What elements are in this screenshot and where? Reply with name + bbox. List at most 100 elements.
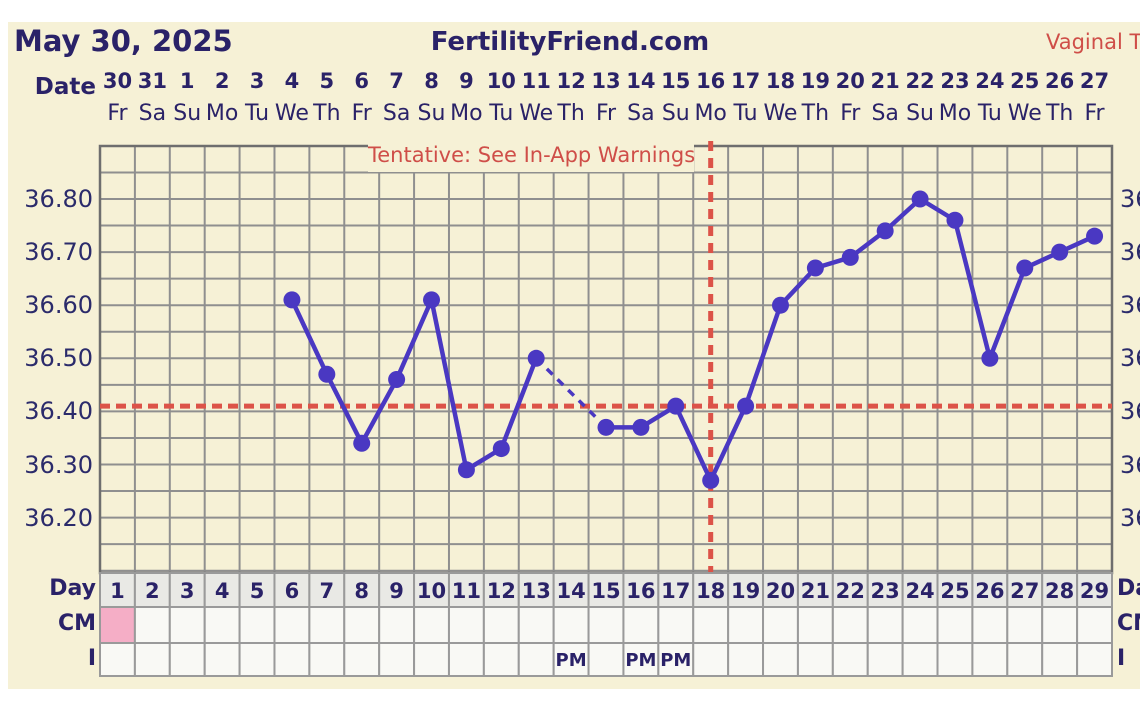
- cm-cell-day-9[interactable]: [378, 606, 416, 644]
- day-cell-day-18[interactable]: [692, 572, 730, 608]
- cm-cell-day-1[interactable]: [99, 606, 136, 644]
- day-cell-day-21[interactable]: [796, 572, 834, 608]
- cm-cell-day-19[interactable]: [727, 606, 765, 644]
- day-cell-day-11[interactable]: [447, 572, 485, 608]
- i-cell-day-14[interactable]: [552, 642, 590, 677]
- i-cell-day-29[interactable]: [1076, 642, 1113, 677]
- temp-dot-day-27[interactable]: [1016, 259, 1034, 277]
- cm-cell-day-13[interactable]: [517, 606, 555, 644]
- i-cell-day-26[interactable]: [971, 642, 1009, 677]
- temp-dot-day-10[interactable]: [423, 291, 441, 309]
- cm-cell-day-24[interactable]: [901, 606, 939, 644]
- temp-dot-day-12[interactable]: [492, 440, 510, 458]
- temp-dot-day-13[interactable]: [527, 349, 545, 367]
- cm-cell-day-11[interactable]: [447, 606, 485, 644]
- i-cell-day-25[interactable]: [936, 642, 974, 677]
- cm-cell-day-7[interactable]: [308, 606, 346, 644]
- temp-dot-day-16[interactable]: [632, 418, 650, 436]
- temp-dot-day-18[interactable]: [702, 471, 720, 489]
- cm-cell-day-29[interactable]: [1076, 606, 1113, 644]
- cm-cell-day-5[interactable]: [238, 606, 276, 644]
- i-cell-day-15[interactable]: [587, 642, 625, 677]
- i-cell-day-9[interactable]: [378, 642, 416, 677]
- day-cell-day-24[interactable]: [901, 572, 939, 608]
- site-title-link[interactable]: FertilityFriend.com: [430, 27, 710, 57]
- i-cell-day-10[interactable]: [413, 642, 450, 677]
- cm-cell-day-3[interactable]: [168, 606, 206, 644]
- i-cell-day-19[interactable]: [727, 642, 765, 677]
- cm-cell-day-15[interactable]: [587, 606, 625, 644]
- i-cell-day-3[interactable]: [168, 642, 206, 677]
- day-cell-day-22[interactable]: [831, 572, 869, 608]
- temp-dot-day-25[interactable]: [946, 211, 964, 229]
- i-cell-day-20[interactable]: [762, 642, 799, 677]
- day-cell-day-20[interactable]: [762, 572, 799, 608]
- temp-dot-day-29[interactable]: [1086, 227, 1104, 245]
- i-cell-day-16[interactable]: [622, 642, 660, 677]
- cm-cell-day-20[interactable]: [762, 606, 799, 644]
- cm-cell-day-6[interactable]: [273, 606, 311, 644]
- cm-cell-day-10[interactable]: [413, 606, 450, 644]
- temp-dot-day-9[interactable]: [388, 371, 406, 389]
- cm-cell-day-23[interactable]: [866, 606, 904, 644]
- i-cell-day-11[interactable]: [447, 642, 485, 677]
- cm-cell-day-4[interactable]: [203, 606, 241, 644]
- i-cell-day-18[interactable]: [692, 642, 730, 677]
- i-cell-day-22[interactable]: [831, 642, 869, 677]
- day-cell-day-26[interactable]: [971, 572, 1009, 608]
- cm-cell-day-8[interactable]: [343, 606, 381, 644]
- cm-cell-day-16[interactable]: [622, 606, 660, 644]
- date-header-13: 13: [591, 69, 621, 93]
- i-cell-day-13[interactable]: [517, 642, 555, 677]
- cm-cell-day-28[interactable]: [1041, 606, 1079, 644]
- temp-dot-day-22[interactable]: [841, 248, 859, 266]
- i-cell-day-8[interactable]: [343, 642, 381, 677]
- temp-dot-day-21[interactable]: [806, 259, 824, 277]
- temp-dot-day-28[interactable]: [1051, 243, 1069, 261]
- temp-dot-day-20[interactable]: [771, 296, 789, 314]
- date-header-23: 23: [940, 69, 970, 93]
- i-cell-day-4[interactable]: [203, 642, 241, 677]
- cm-cell-day-25[interactable]: [936, 606, 974, 644]
- i-cell-day-2[interactable]: [133, 642, 171, 677]
- cm-cell-day-12[interactable]: [482, 606, 520, 644]
- weekday-header-13: We: [519, 101, 554, 126]
- cm-cell-day-14[interactable]: [552, 606, 590, 644]
- cm-cell-day-21[interactable]: [796, 606, 834, 644]
- date-header-21: 21: [870, 69, 900, 93]
- cm-cell-day-2[interactable]: [133, 606, 171, 644]
- day-cell-day-4[interactable]: [203, 572, 241, 608]
- i-cell-day-28[interactable]: [1041, 642, 1079, 677]
- day-cell-day-14[interactable]: [552, 572, 590, 608]
- i-cell-day-12[interactable]: [482, 642, 520, 677]
- i-cell-day-5[interactable]: [238, 642, 276, 677]
- temp-dot-day-17[interactable]: [667, 397, 685, 415]
- temp-dot-day-6[interactable]: [283, 291, 301, 309]
- i-cell-day-21[interactable]: [796, 642, 834, 677]
- day-cell-day-7[interactable]: [308, 572, 346, 608]
- temp-dot-day-7[interactable]: [318, 365, 336, 383]
- temp-dot-day-19[interactable]: [737, 397, 755, 415]
- temp-dot-day-11[interactable]: [457, 461, 475, 479]
- i-cell-day-7[interactable]: [308, 642, 346, 677]
- day-cell-day-12[interactable]: [482, 572, 520, 608]
- cm-cell-day-17[interactable]: [657, 606, 695, 644]
- i-cell-day-23[interactable]: [866, 642, 904, 677]
- cm-cell-day-22[interactable]: [831, 606, 869, 644]
- day-cell-day-25[interactable]: [936, 572, 974, 608]
- temp-dot-day-8[interactable]: [353, 434, 371, 452]
- i-cell-day-27[interactable]: [1006, 642, 1044, 677]
- temp-dot-day-24[interactable]: [911, 190, 929, 208]
- i-cell-day-6[interactable]: [273, 642, 311, 677]
- day-cell-day-29[interactable]: [1076, 572, 1113, 608]
- temp-dot-day-23[interactable]: [876, 222, 894, 240]
- cm-cell-day-27[interactable]: [1006, 606, 1044, 644]
- cm-cell-day-26[interactable]: [971, 606, 1009, 644]
- i-cell-day-1[interactable]: [99, 642, 136, 677]
- temp-dot-day-15[interactable]: [597, 418, 615, 436]
- i-cell-day-24[interactable]: [901, 642, 939, 677]
- temp-dot-day-26[interactable]: [981, 349, 999, 367]
- cm-cell-day-18[interactable]: [692, 606, 730, 644]
- day-cell-day-5[interactable]: [238, 572, 276, 608]
